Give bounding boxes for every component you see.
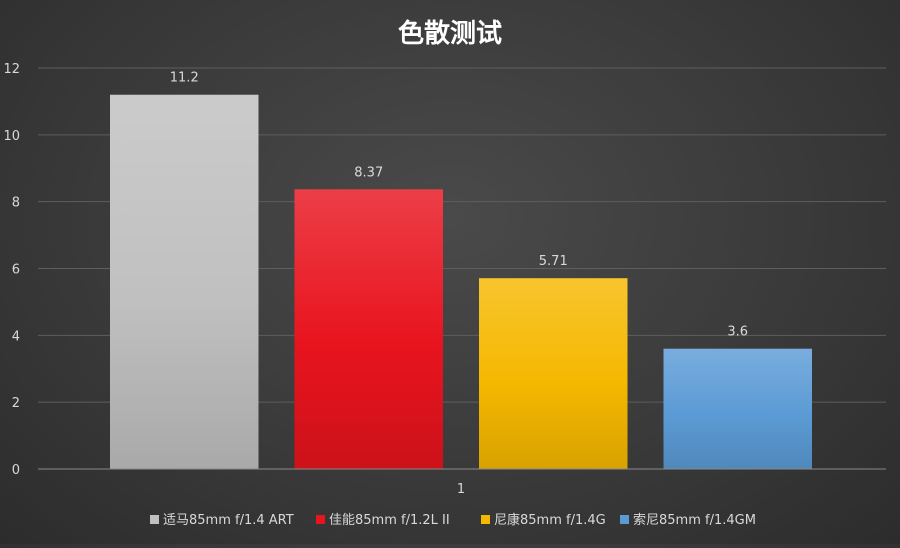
data-labels: 11.2 8.37 5.71 3.6: [170, 71, 748, 340]
data-label: 8.37: [354, 165, 383, 180]
legend-label: 索尼85mm f/1.4GM: [633, 513, 756, 528]
legend-label: 尼康85mm f/1.4G: [494, 512, 606, 528]
legend-swatch: [481, 515, 490, 524]
data-label: 3.6: [727, 325, 748, 340]
legend-label: 佳能85mm f/1.2L II: [329, 513, 450, 528]
legend-swatch: [150, 515, 159, 524]
legend-swatch: [620, 515, 629, 524]
y-tick-label: 4: [12, 329, 20, 344]
legend-swatch: [316, 515, 325, 524]
bar: [663, 348, 812, 469]
data-label: 11.2: [170, 71, 199, 86]
y-tick-label: 8: [12, 196, 20, 211]
y-tick-label: 6: [12, 263, 20, 278]
y-tick-label: 0: [12, 463, 20, 478]
y-axis: 0 2 4 6 8 10 12: [3, 62, 20, 478]
bar: [294, 189, 443, 470]
data-label: 5.71: [539, 254, 568, 269]
chart-title: 色散测试: [398, 18, 502, 49]
x-tick-label: 1: [457, 482, 465, 497]
y-tick-label: 10: [3, 129, 20, 144]
bar: [110, 94, 259, 469]
y-tick-label: 12: [3, 62, 20, 77]
legend: 适马85mm f/1.4 ART 佳能85mm f/1.2L II 尼康85mm f…: [150, 512, 756, 528]
bar: [479, 278, 628, 469]
legend-label: 适马85mm f/1.4 ART: [163, 513, 294, 528]
bars: [110, 94, 812, 470]
y-tick-label: 2: [12, 396, 20, 411]
x-axis: 1: [38, 468, 886, 497]
